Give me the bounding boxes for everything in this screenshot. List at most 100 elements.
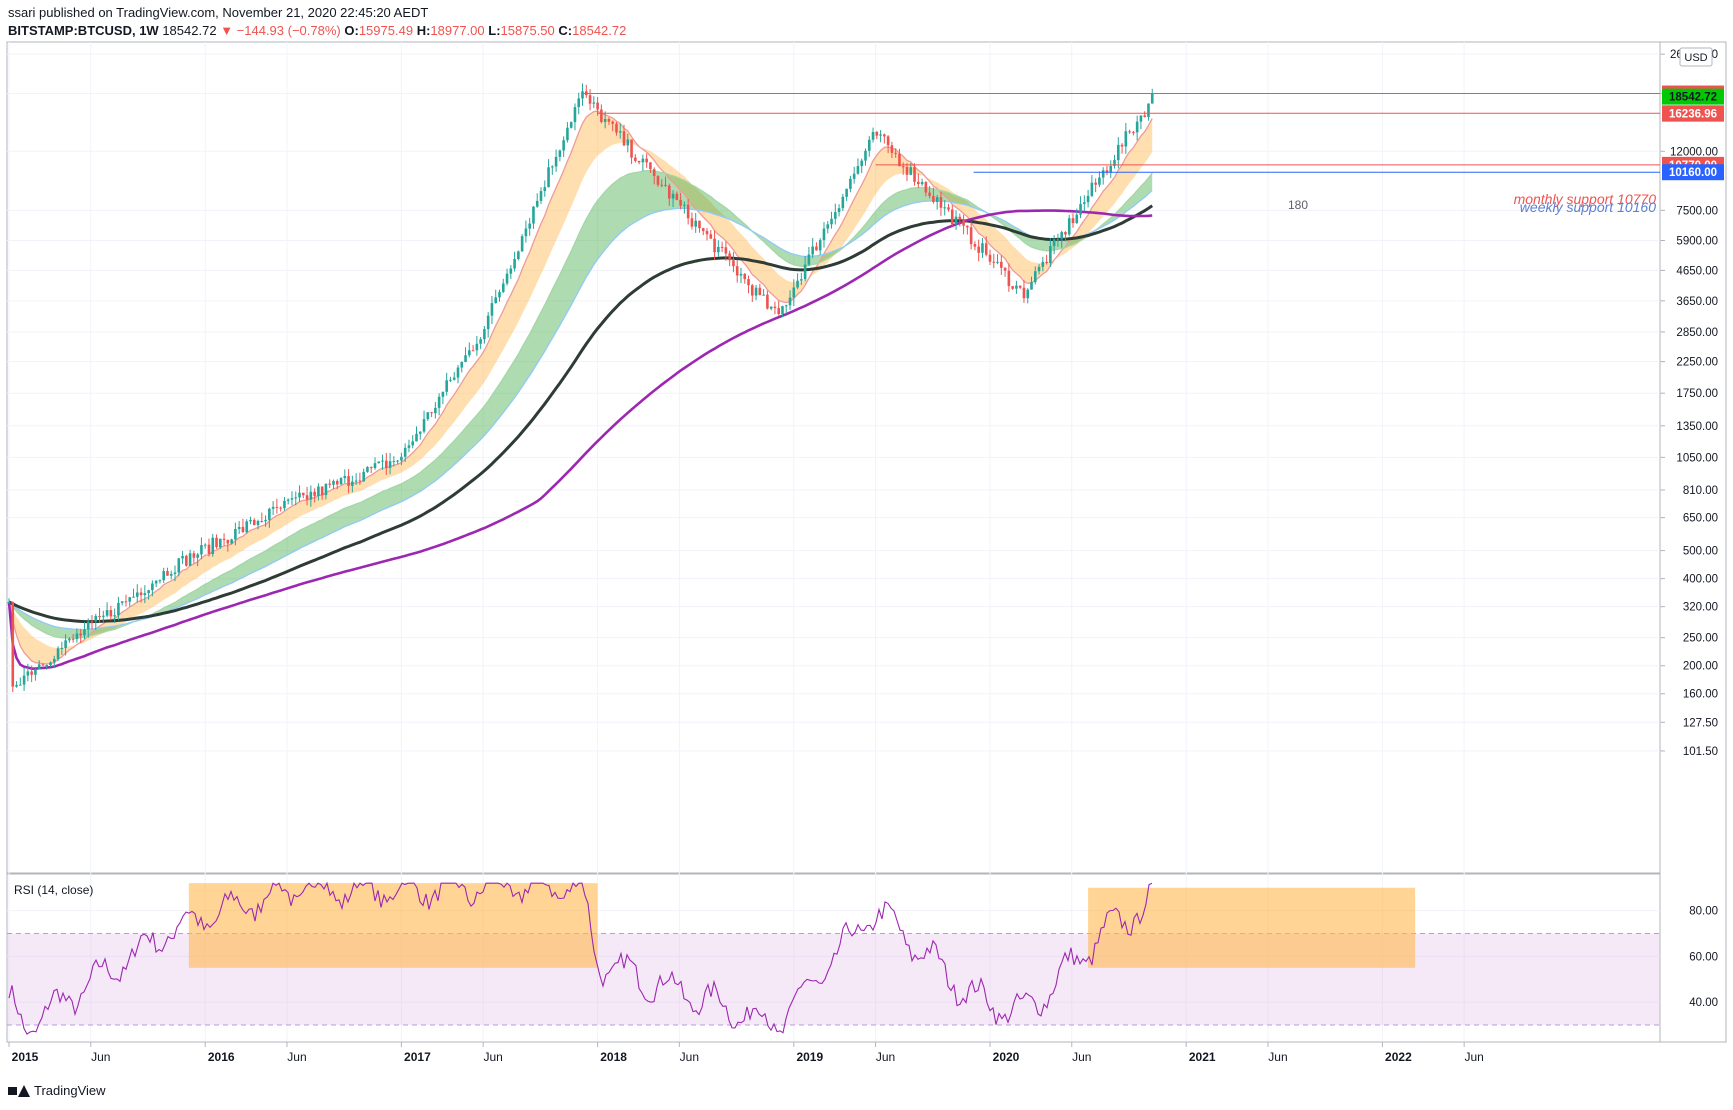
candle-body — [328, 483, 332, 485]
candle-body — [437, 396, 441, 408]
candle-body — [984, 243, 988, 255]
candle-body — [886, 136, 890, 146]
candle-body — [407, 445, 411, 448]
candle-body — [852, 173, 856, 179]
candle-body — [554, 156, 558, 167]
candle-body — [773, 306, 777, 309]
footer-brand[interactable]: TradingView — [8, 1083, 106, 1098]
candle-body — [135, 592, 139, 597]
candle-body — [664, 184, 667, 186]
candle-body — [1075, 214, 1079, 224]
rsi-title: RSI (14, close) — [14, 883, 93, 897]
rsi-line — [8, 881, 1153, 1035]
candle-body — [1067, 218, 1071, 235]
candle-body — [796, 280, 799, 288]
candle-body — [883, 134, 886, 137]
candle-body — [147, 590, 150, 594]
time-tick-label: 2017 — [404, 1050, 431, 1064]
candle-body — [1147, 103, 1150, 117]
candle-body — [1086, 195, 1090, 203]
candle-body — [539, 191, 543, 201]
candle-body — [569, 122, 573, 128]
candle-body — [211, 537, 215, 554]
chart-canvas[interactable]: 26000.0019000.0012000.007500.005900.0046… — [0, 0, 1733, 1080]
candle-body — [369, 466, 373, 469]
candle-body — [335, 480, 339, 485]
candle-body — [309, 491, 313, 500]
candle-body — [475, 343, 479, 351]
candle-body — [509, 268, 513, 274]
candle-body — [626, 139, 630, 146]
price-tick-label: 160.00 — [1683, 689, 1718, 701]
candle-body — [943, 207, 947, 209]
rsi-highlight-box — [188, 883, 598, 968]
price-axis[interactable] — [1659, 41, 1727, 1043]
candle-body — [615, 123, 618, 133]
candle-body — [215, 537, 218, 548]
candle-body — [1071, 218, 1075, 224]
candle-body — [675, 193, 679, 200]
candle-body — [562, 140, 565, 151]
time-tick-label: Jun — [287, 1050, 306, 1064]
price-badge-label: 10160.00 — [1669, 167, 1717, 179]
candle-body — [709, 234, 713, 239]
candle-body — [392, 461, 396, 463]
candle-body — [139, 592, 143, 596]
candle-body — [894, 152, 897, 154]
candle-body — [581, 91, 584, 99]
time-tick-label: 2015 — [12, 1050, 39, 1064]
candle-body — [305, 495, 309, 500]
candle-body — [279, 507, 282, 509]
candle-body — [630, 139, 633, 158]
candle-body — [551, 166, 554, 168]
time-tick-label: Jun — [91, 1050, 110, 1064]
candle-body — [181, 555, 184, 559]
candle-body — [30, 671, 33, 675]
annotation-weekly-support: weekly support 10160 — [1520, 199, 1656, 215]
rsi-tick-label: 40.00 — [1689, 997, 1718, 1009]
candle-body — [739, 273, 743, 276]
high-label: H: — [416, 23, 431, 38]
candle-body — [849, 178, 852, 189]
candle-body — [766, 294, 769, 309]
candle-body — [1098, 177, 1101, 185]
close-label: C: — [558, 23, 573, 38]
low-value: 15875.50 — [500, 23, 555, 38]
candle-body — [19, 684, 22, 686]
time-tick-label: Jun — [1268, 1050, 1287, 1064]
price-tick-label: 127.50 — [1683, 717, 1718, 729]
tradingview-logo-icon — [8, 1084, 30, 1098]
brand-name: TradingView — [34, 1083, 106, 1098]
currency-badge-box[interactable] — [1679, 47, 1713, 67]
time-tick-label: 2018 — [600, 1050, 627, 1064]
candle-body — [347, 476, 350, 486]
candle-body — [1045, 261, 1048, 264]
candle-body — [701, 228, 705, 232]
candle-body — [430, 412, 433, 414]
candle-body — [275, 506, 279, 508]
candle-body — [656, 176, 660, 185]
candle-body — [1007, 270, 1011, 287]
candle-body — [1052, 239, 1056, 247]
price-tick-label: 250.00 — [1683, 633, 1718, 645]
candle-body — [358, 480, 362, 482]
candle-body — [645, 158, 648, 163]
candle-body — [607, 118, 611, 122]
candle-body — [732, 260, 735, 267]
chart-header: ssari published on TradingView.com, Nove… — [8, 4, 626, 40]
candle-body — [249, 519, 252, 522]
candle-body — [200, 545, 203, 555]
candle-body — [313, 491, 316, 496]
candle-body — [294, 497, 298, 499]
candle-body — [532, 206, 535, 224]
candle-body — [445, 380, 448, 392]
candle-body — [622, 131, 626, 146]
candle-body — [973, 244, 977, 247]
price-tick-label: 4650.00 — [1676, 265, 1718, 277]
price-badge-label: 16236.96 — [1669, 108, 1717, 120]
candle-body — [290, 498, 294, 500]
candle-body — [909, 167, 913, 175]
candle-body — [75, 633, 79, 640]
candle-body — [803, 264, 807, 280]
candle-body — [302, 492, 305, 496]
